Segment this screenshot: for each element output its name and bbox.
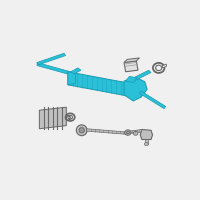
Circle shape (76, 125, 87, 136)
Polygon shape (37, 62, 73, 76)
Ellipse shape (125, 130, 131, 135)
Polygon shape (125, 129, 142, 134)
Polygon shape (124, 58, 139, 62)
Polygon shape (71, 68, 81, 74)
Polygon shape (86, 129, 124, 134)
Circle shape (79, 128, 84, 133)
Polygon shape (126, 76, 137, 83)
Polygon shape (68, 72, 126, 96)
Polygon shape (39, 107, 66, 129)
Polygon shape (133, 70, 151, 80)
Polygon shape (139, 91, 166, 109)
Polygon shape (124, 78, 147, 101)
Ellipse shape (144, 143, 148, 146)
Polygon shape (140, 129, 153, 140)
Polygon shape (124, 61, 138, 72)
Ellipse shape (133, 131, 138, 135)
Polygon shape (68, 72, 76, 85)
Polygon shape (79, 129, 85, 132)
Polygon shape (37, 53, 66, 65)
Ellipse shape (126, 131, 129, 134)
Polygon shape (163, 64, 166, 68)
Polygon shape (145, 139, 148, 144)
